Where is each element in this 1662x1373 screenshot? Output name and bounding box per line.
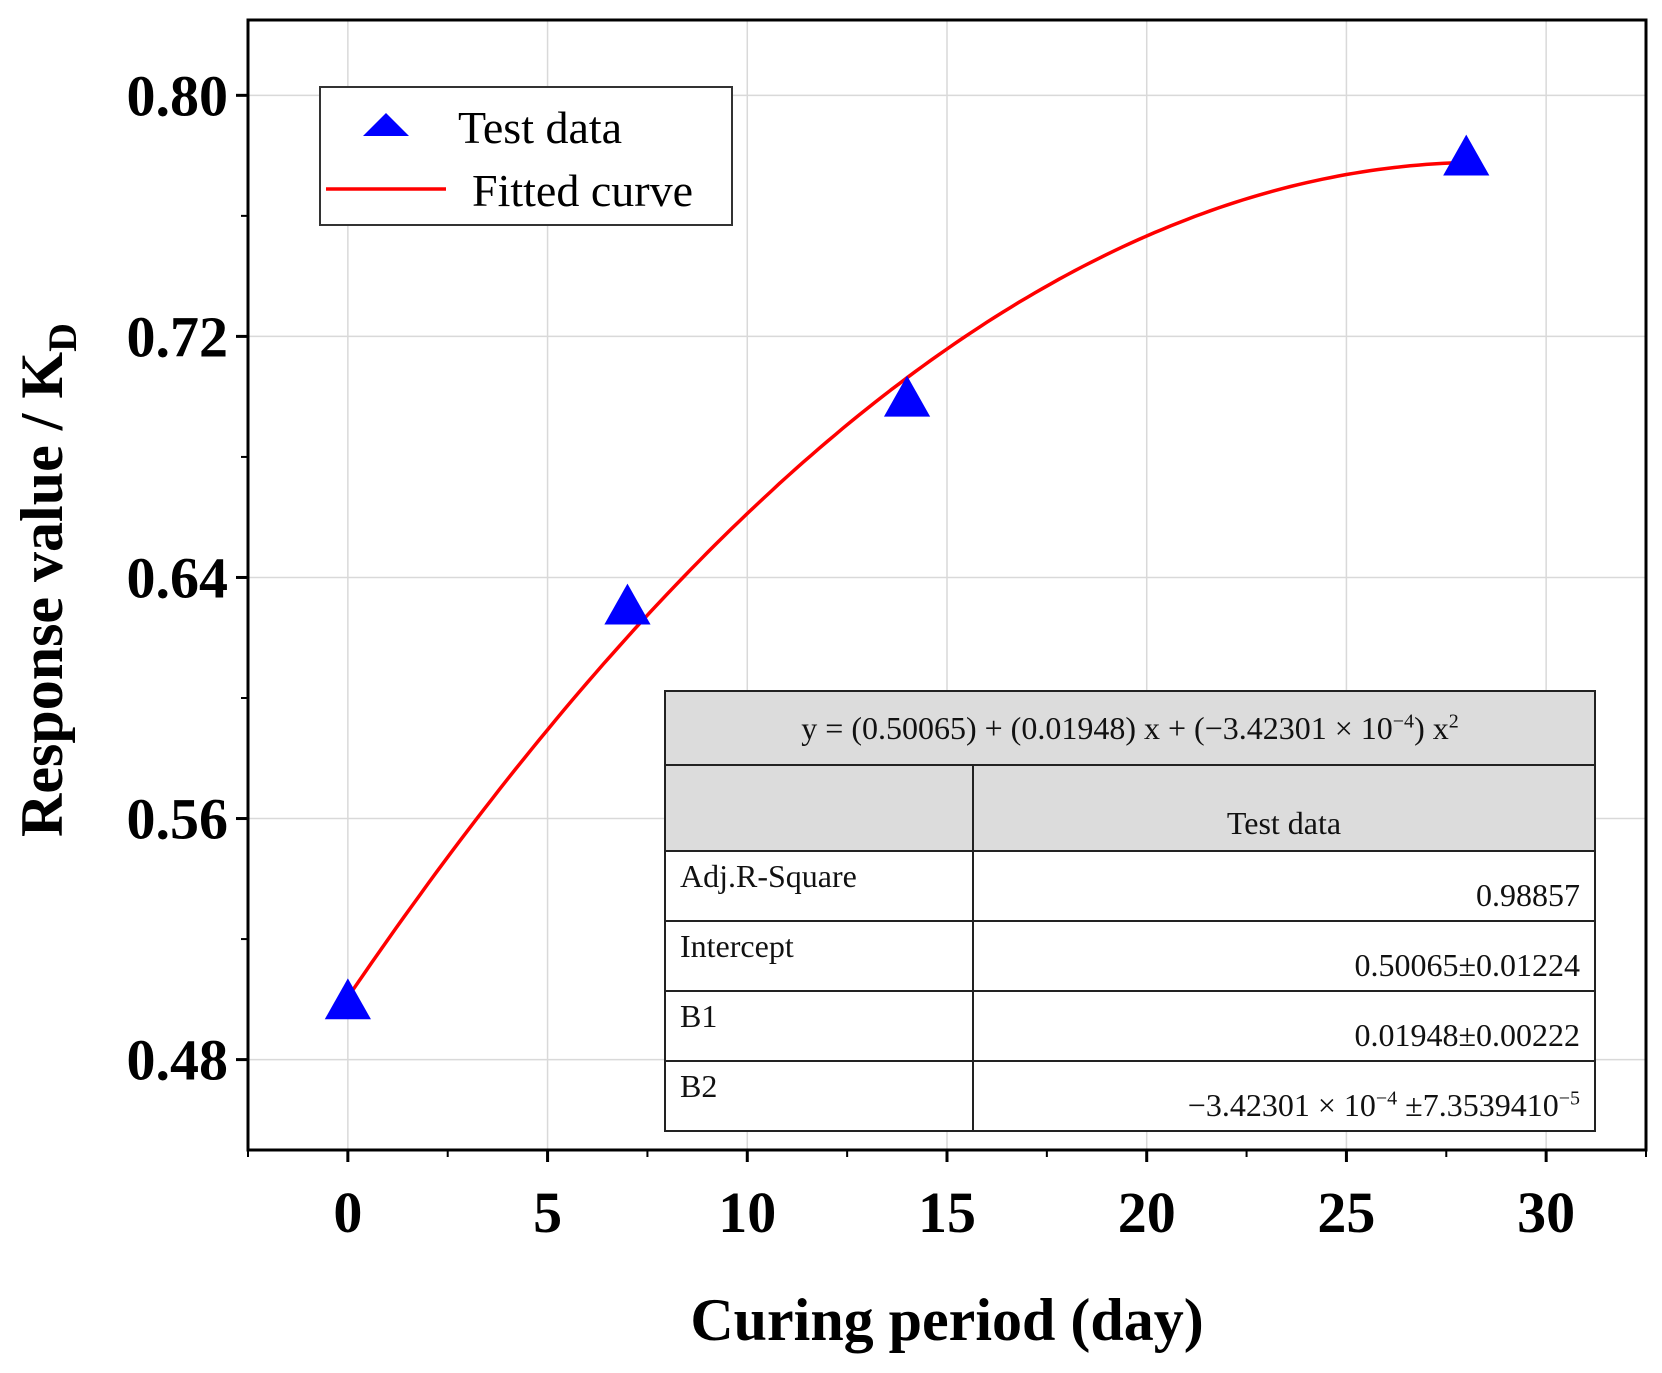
param-value: 0.01948±0.00222 (972, 990, 1596, 1062)
x-tick-label: 20 (1118, 1180, 1176, 1245)
x-tick-label: 15 (918, 1180, 976, 1245)
header-blank-cell (664, 764, 974, 852)
y-tick-label: 0.80 (127, 63, 229, 128)
y-tick-label: 0.64 (127, 545, 229, 610)
equation-exponent-1: −4 (1392, 709, 1415, 732)
table-row: B2 −3.42301 × 10−4 ±7.3539410−5 (664, 1060, 1596, 1132)
table-row: Intercept 0.50065±0.01224 (664, 920, 1596, 992)
test-data-point (324, 978, 371, 1020)
param-value: 0.98857 (972, 850, 1596, 922)
param-name: Adj.R-Square (664, 850, 974, 922)
table-row: Adj.R-Square 0.98857 (664, 850, 1596, 922)
y-tick-label: 0.72 (127, 304, 229, 369)
x-axis-title: Curing period (day) (690, 1287, 1203, 1353)
b2-exponent-2: −5 (1558, 1087, 1580, 1110)
legend-box (319, 86, 733, 226)
y-axis-title: Response value / KD (9, 323, 85, 837)
y-tick-labels: 0.48 0.56 0.64 0.72 0.80 (127, 63, 229, 1092)
legend-label-test-data: Test data (458, 102, 622, 153)
y-axis-title-subscript: D (40, 323, 85, 352)
test-data-point (1443, 134, 1490, 176)
b2-value-part: −3.42301 × 10 (1187, 1087, 1376, 1123)
x-tick-label: 0 (333, 1180, 362, 1245)
header-test-data: Test data (972, 764, 1596, 852)
x-tick-label: 5 (533, 1180, 562, 1245)
b2-error-part: ±7.3539410 (1397, 1087, 1559, 1123)
table-header-row: Test data (664, 764, 1596, 852)
y-axis-title-main: Response value / K (9, 352, 75, 837)
table-row: B1 0.01948±0.00222 (664, 990, 1596, 1062)
x-tick-label: 10 (718, 1180, 776, 1245)
param-name: B2 (664, 1060, 974, 1132)
fit-equation: y = (0.50065) + (0.01948) x + (−3.42301 … (664, 690, 1596, 766)
test-data-points (324, 134, 1490, 1020)
equation-exponent-2: 2 (1448, 709, 1459, 732)
param-value: 0.50065±0.01224 (972, 920, 1596, 992)
equation-mid: ) x (1414, 709, 1449, 746)
equation-lead: y = (0.50065) + (0.01948) x + (−3.42301 … (801, 709, 1393, 746)
fit-parameters-table: y = (0.50065) + (0.01948) x + (−3.42301 … (664, 690, 1596, 1132)
y-tick-label: 0.48 (127, 1028, 229, 1093)
y-tick-label: 0.56 (127, 787, 229, 852)
x-tick-label: 25 (1317, 1180, 1375, 1245)
legend-triangle-marker (363, 113, 409, 136)
legend: Test data Fitted curve (319, 86, 733, 226)
test-data-point (604, 583, 651, 625)
axis-ticks (236, 93, 1647, 1162)
legend-label-fitted-curve: Fitted curve (472, 165, 693, 216)
x-tick-label: 30 (1517, 1180, 1575, 1245)
x-tick-labels: 0 5 10 15 20 25 30 (333, 1180, 1575, 1245)
equation-row: y = (0.50065) + (0.01948) x + (−3.42301 … (664, 690, 1596, 766)
test-data-point (883, 375, 931, 417)
param-value: −3.42301 × 10−4 ±7.3539410−5 (972, 1060, 1596, 1132)
param-name: B1 (664, 990, 974, 1062)
param-name: Intercept (664, 920, 974, 992)
b2-exponent-1: −4 (1375, 1087, 1398, 1110)
